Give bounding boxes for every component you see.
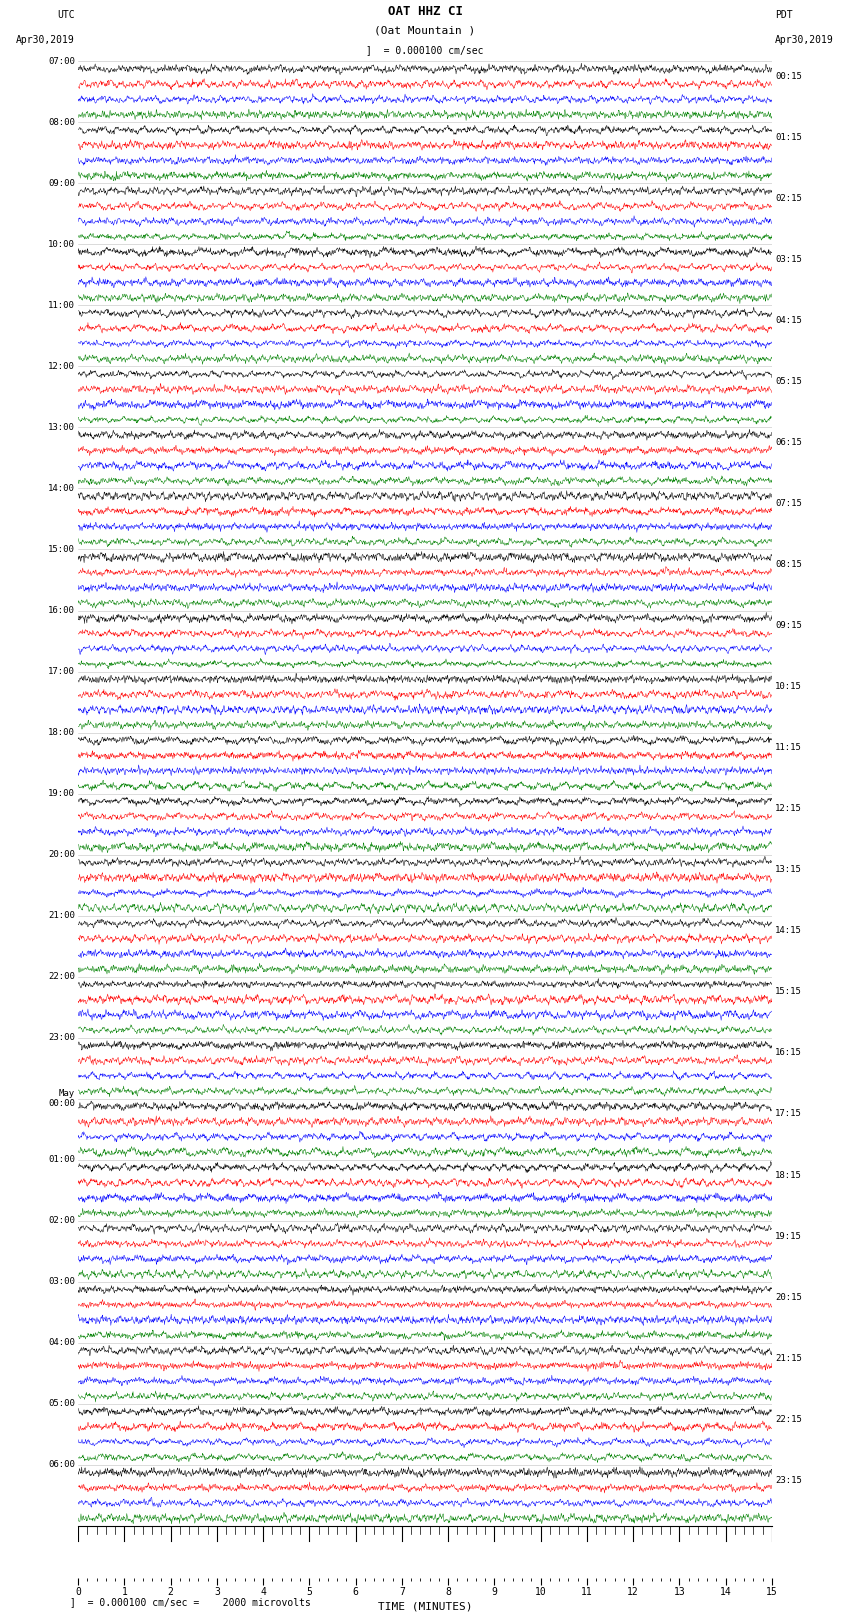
Text: 16:15: 16:15: [775, 1048, 802, 1058]
Text: 18:15: 18:15: [775, 1171, 802, 1179]
Text: 14:15: 14:15: [775, 926, 802, 936]
Text: ]  = 0.000100 cm/sec =    2000 microvolts: ] = 0.000100 cm/sec = 2000 microvolts: [70, 1597, 310, 1607]
Text: 05:15: 05:15: [775, 377, 802, 386]
Text: 01:15: 01:15: [775, 134, 802, 142]
Text: 07:00: 07:00: [48, 56, 75, 66]
Text: 22:00: 22:00: [48, 973, 75, 981]
Text: 21:15: 21:15: [775, 1353, 802, 1363]
Text: 18:00: 18:00: [48, 727, 75, 737]
Text: 08:15: 08:15: [775, 560, 802, 569]
Text: 11:00: 11:00: [48, 302, 75, 310]
Text: 02:15: 02:15: [775, 194, 802, 203]
Text: 15:00: 15:00: [48, 545, 75, 553]
Text: 13:15: 13:15: [775, 866, 802, 874]
Text: 14:00: 14:00: [48, 484, 75, 494]
Text: 17:00: 17:00: [48, 668, 75, 676]
Text: 13:00: 13:00: [48, 423, 75, 432]
Text: 09:15: 09:15: [775, 621, 802, 631]
Text: 12:00: 12:00: [48, 361, 75, 371]
Text: 16:00: 16:00: [48, 606, 75, 615]
Text: 08:00: 08:00: [48, 118, 75, 127]
Text: 04:00: 04:00: [48, 1339, 75, 1347]
X-axis label: TIME (MINUTES): TIME (MINUTES): [377, 1602, 473, 1611]
Text: 03:00: 03:00: [48, 1277, 75, 1286]
Text: 02:00: 02:00: [48, 1216, 75, 1226]
Text: 06:15: 06:15: [775, 439, 802, 447]
Text: 23:15: 23:15: [775, 1476, 802, 1484]
Text: UTC: UTC: [57, 10, 75, 21]
Text: (Oat Mountain ): (Oat Mountain ): [374, 26, 476, 35]
Text: 19:15: 19:15: [775, 1232, 802, 1240]
Text: PDT: PDT: [775, 10, 793, 21]
Text: 00:15: 00:15: [775, 73, 802, 81]
Text: 19:00: 19:00: [48, 789, 75, 798]
Text: 20:00: 20:00: [48, 850, 75, 860]
Text: 22:15: 22:15: [775, 1415, 802, 1424]
Text: 23:00: 23:00: [48, 1034, 75, 1042]
Text: 10:15: 10:15: [775, 682, 802, 692]
Text: 20:15: 20:15: [775, 1292, 802, 1302]
Text: May
00:00: May 00:00: [48, 1089, 75, 1108]
Text: ]  = 0.000100 cm/sec: ] = 0.000100 cm/sec: [366, 45, 484, 55]
Text: 17:15: 17:15: [775, 1110, 802, 1118]
Text: 03:15: 03:15: [775, 255, 802, 265]
Text: Apr30,2019: Apr30,2019: [16, 35, 75, 45]
Text: 06:00: 06:00: [48, 1460, 75, 1469]
Text: 21:00: 21:00: [48, 911, 75, 919]
Text: 01:00: 01:00: [48, 1155, 75, 1165]
Text: 05:00: 05:00: [48, 1400, 75, 1408]
Text: 15:15: 15:15: [775, 987, 802, 997]
Text: Apr30,2019: Apr30,2019: [775, 35, 834, 45]
Text: 09:00: 09:00: [48, 179, 75, 187]
Text: 10:00: 10:00: [48, 240, 75, 248]
Text: 12:15: 12:15: [775, 805, 802, 813]
Text: OAT HHZ CI: OAT HHZ CI: [388, 5, 462, 18]
Text: 07:15: 07:15: [775, 500, 802, 508]
Text: 04:15: 04:15: [775, 316, 802, 326]
Text: 11:15: 11:15: [775, 744, 802, 752]
